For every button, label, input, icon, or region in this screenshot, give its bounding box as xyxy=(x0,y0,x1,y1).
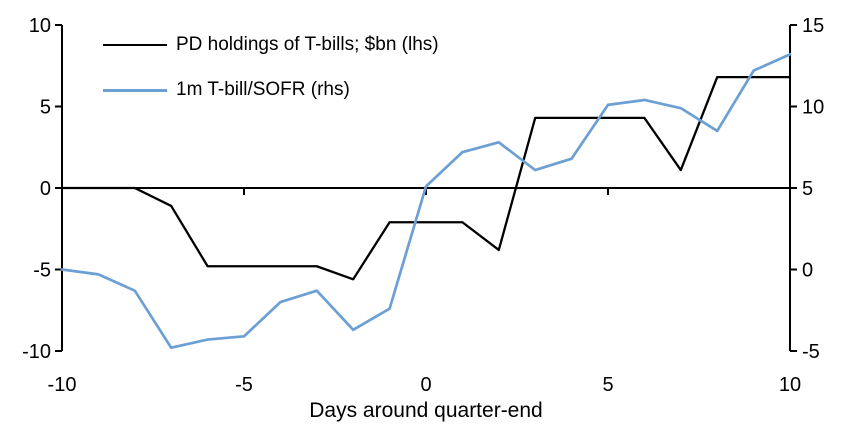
legend: PD holdings of T-bills; $bn (lhs) 1m T-b… xyxy=(103,34,439,101)
right-axis-tick-label: 15 xyxy=(802,15,824,37)
x-axis-tick-label: -10 xyxy=(48,374,77,396)
right-axis-tick-label: -5 xyxy=(802,341,820,363)
left-axis-tick-label: -10 xyxy=(22,341,51,363)
x-axis-tick-label: 5 xyxy=(602,374,613,396)
legend-line-sample-blue xyxy=(103,88,167,92)
left-axis-tick-label: 0 xyxy=(40,178,51,200)
x-axis-tick-label: -5 xyxy=(235,374,253,396)
left-axis-tick-label: 5 xyxy=(40,97,51,119)
right-axis-tick-label: 5 xyxy=(802,178,813,200)
series-line-pd-holdings xyxy=(60,76,792,281)
x-axis-tick-label: 10 xyxy=(779,374,801,396)
legend-item-tbill-sofr: 1m T-bill/SOFR (rhs) xyxy=(103,79,439,101)
legend-line-sample-black xyxy=(103,44,167,46)
legend-label-pd-holdings: PD holdings of T-bills; $bn (lhs) xyxy=(176,34,439,55)
x-axis-title: Days around quarter-end xyxy=(309,399,543,422)
right-axis-tick-label: 0 xyxy=(802,260,813,282)
legend-item-pd-holdings: PD holdings of T-bills; $bn (lhs) xyxy=(103,34,439,56)
legend-label-tbill-sofr: 1m T-bill/SOFR (rhs) xyxy=(176,79,350,100)
left-axis-tick-label: -5 xyxy=(33,260,51,282)
x-axis-tick-label: 0 xyxy=(420,374,431,396)
left-axis-tick-label: 10 xyxy=(29,15,51,37)
series-line-tbill-sofr xyxy=(60,52,792,350)
right-axis-tick-label: 10 xyxy=(802,97,824,119)
